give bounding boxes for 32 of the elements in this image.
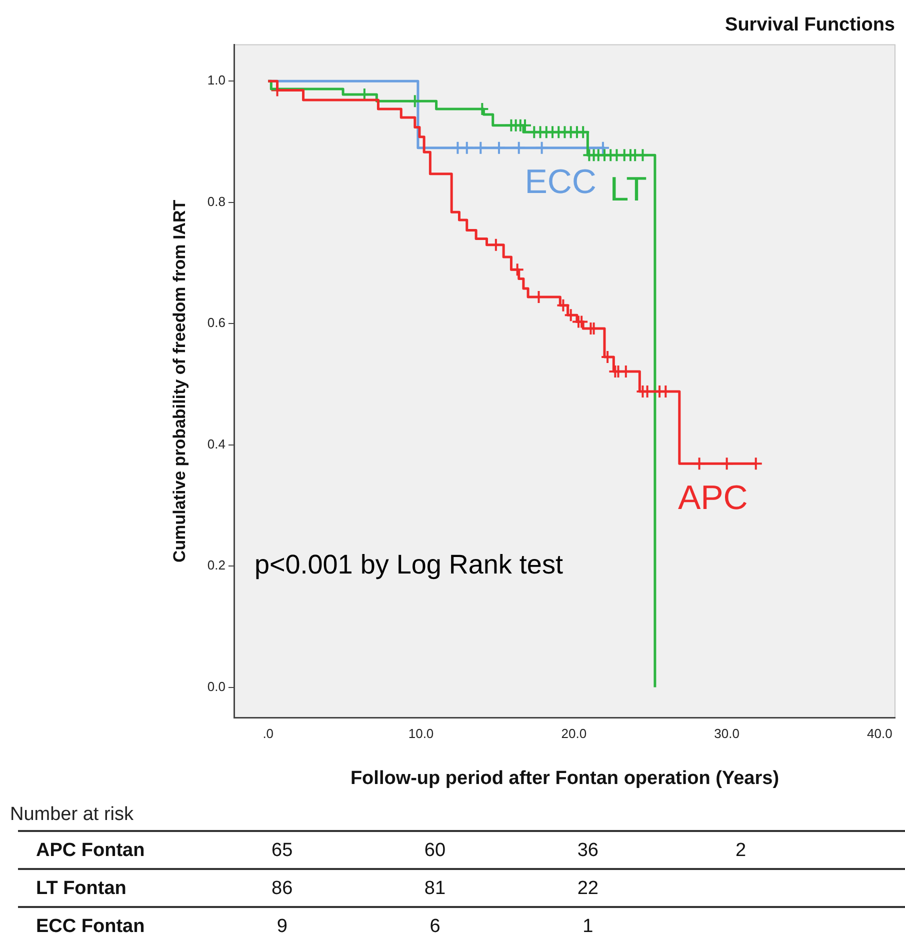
series-label: APC (678, 479, 748, 518)
text: ECC Fontan (36, 916, 145, 938)
text: Number at risk (10, 804, 134, 826)
series-label: LT (610, 170, 647, 208)
x-tick-label: 20.0 (561, 726, 587, 741)
text: 22 (576, 878, 600, 900)
chart-title: Survival Functions (725, 14, 895, 36)
text: 65 (270, 840, 294, 862)
y-tick-label: 0.6 (207, 315, 226, 330)
text: 60 (423, 840, 447, 862)
text: 6 (428, 916, 442, 938)
x-tick-label: 40.0 (867, 726, 892, 741)
series-label: ECC (524, 163, 596, 202)
y-tick-label: 0.4 (207, 436, 226, 452)
y-axis-title: Cumulative probability of freedom from IART (170, 199, 189, 563)
text: 81 (423, 878, 447, 900)
text: 36 (576, 840, 600, 862)
y-tick-label: 0.2 (207, 558, 226, 573)
text: 2 (734, 840, 748, 862)
x-tick-label: 10.0 (408, 726, 434, 741)
text: 1 (582, 916, 594, 938)
text: 86 (270, 878, 294, 900)
y-tick-label: 1.0 (207, 72, 226, 88)
x-tick-label: 30.0 (714, 726, 740, 741)
text: APC Fontan (36, 840, 145, 862)
annotation: p<0.001 by Log Rank test (254, 550, 564, 580)
text: 9 (276, 916, 288, 938)
x-tick-label: .0 (262, 726, 274, 741)
y-tick-label: 0.8 (207, 194, 226, 209)
text: LT Fontan (36, 878, 126, 900)
x-axis-title: Follow-up period after Fontan operation (Years) (350, 768, 780, 789)
y-tick-label: 0.0 (207, 678, 226, 694)
